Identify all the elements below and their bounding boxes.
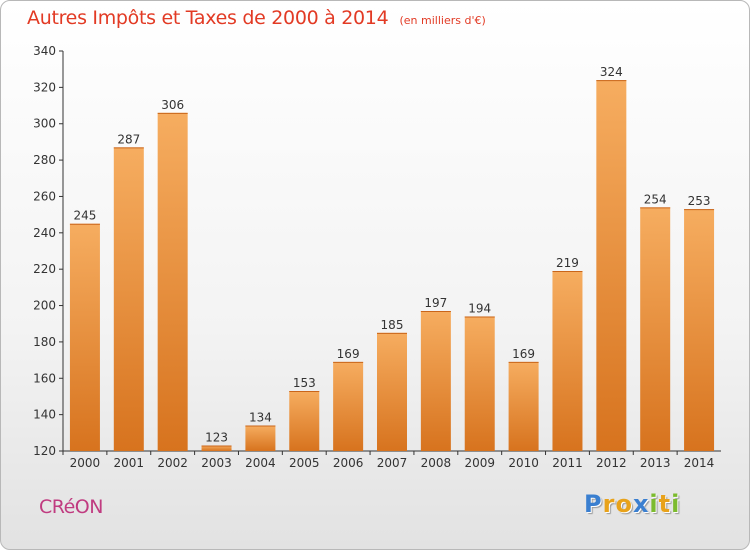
bar [596, 80, 627, 451]
value-label: 169 [337, 347, 360, 361]
value-label: 197 [424, 296, 447, 310]
y-tick-label: 300 [33, 117, 56, 131]
proxiti-logo: Proxiti [584, 490, 680, 518]
y-tick-label: 220 [33, 262, 56, 276]
y-tick-label: 240 [33, 226, 56, 240]
x-tick-label: 2005 [289, 456, 320, 470]
commune-name: CRéON [39, 496, 103, 518]
bar [201, 445, 232, 451]
value-label: 287 [117, 132, 140, 146]
bar [69, 223, 100, 451]
value-label: 253 [688, 194, 711, 208]
value-label: 169 [512, 347, 535, 361]
value-label: 254 [644, 192, 667, 206]
y-tick-label: 320 [33, 80, 56, 94]
bar [420, 311, 451, 451]
logo-letter: i [671, 490, 681, 518]
bar [684, 209, 715, 451]
bar [157, 112, 188, 452]
value-label: 194 [468, 301, 491, 315]
y-tick-label: 260 [33, 189, 56, 203]
value-label: 134 [249, 411, 272, 425]
y-tick-label: 160 [33, 371, 56, 385]
logo-letter: r [602, 490, 616, 518]
bar [508, 361, 539, 451]
y-tick-label: 180 [33, 335, 56, 349]
y-tick-label: 140 [33, 408, 56, 422]
x-tick-label: 2008 [421, 456, 452, 470]
x-tick-label: 2013 [640, 456, 671, 470]
x-tick-label: 2014 [684, 456, 715, 470]
x-tick-label: 2000 [70, 456, 101, 470]
x-tick-label: 2012 [596, 456, 627, 470]
logo-letter: i [649, 490, 659, 518]
logo-letter: o [615, 490, 633, 518]
value-label: 219 [556, 256, 579, 270]
x-tick-label: 2004 [245, 456, 276, 470]
x-tick-label: 2002 [157, 456, 188, 470]
bar [113, 147, 144, 451]
y-tick-label: 120 [33, 444, 56, 458]
bar [245, 425, 276, 451]
chart-subtitle: (en milliers d'€) [399, 14, 486, 27]
y-tick-label: 340 [33, 44, 56, 58]
y-tick-label: 280 [33, 153, 56, 167]
title-row: Autres Impôts et Taxes de 2000 à 2014 (e… [27, 7, 486, 29]
value-label: 306 [161, 98, 184, 112]
x-tick-label: 2011 [552, 456, 583, 470]
y-tick-label: 200 [33, 299, 56, 313]
bar [640, 207, 671, 451]
logo-letter: t [658, 490, 672, 518]
x-tick-label: 2001 [114, 456, 145, 470]
x-tick-label: 2007 [377, 456, 408, 470]
bar [552, 271, 583, 451]
x-tick-label: 2003 [201, 456, 232, 470]
value-label: 123 [205, 431, 228, 445]
logo-letter: x [632, 490, 650, 518]
x-tick-label: 2009 [464, 456, 495, 470]
bar [333, 361, 364, 451]
bar [377, 332, 407, 451]
logo-letter: P [584, 490, 603, 518]
value-label: 185 [381, 318, 404, 332]
value-label: 324 [600, 65, 623, 79]
bar [289, 391, 320, 451]
x-tick-label: 2010 [508, 456, 539, 470]
bar [464, 316, 495, 451]
x-tick-label: 2006 [333, 456, 364, 470]
chart-title: Autres Impôts et Taxes de 2000 à 2014 [27, 7, 389, 29]
value-label: 153 [293, 376, 316, 390]
value-label: 245 [73, 209, 96, 223]
